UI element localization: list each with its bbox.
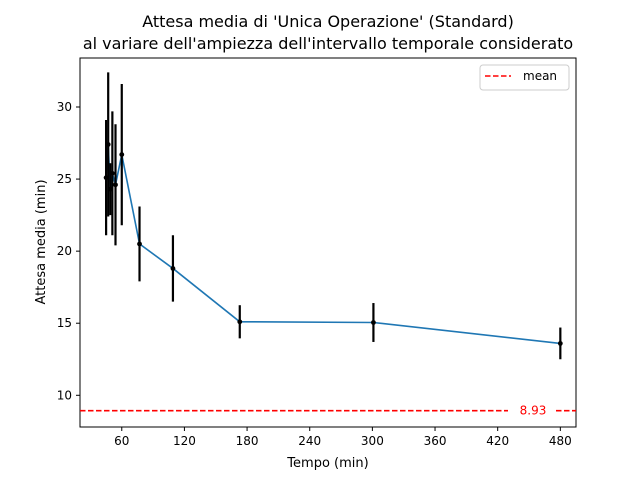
data-point (137, 241, 142, 247)
data-point (170, 266, 176, 271)
legend: mean (479, 64, 570, 91)
plot-area (79, 57, 577, 428)
y-axis: 10 15 20 25 30 (57, 100, 80, 402)
legend-mean-label: mean (523, 69, 557, 83)
y-tick-label: 20 (57, 244, 72, 258)
x-tick-label: 240 (298, 434, 321, 448)
x-tick-label: 60 (114, 434, 129, 448)
y-tick-label: 30 (57, 100, 72, 114)
x-tick-label: 180 (236, 434, 259, 448)
chart-title-line1: Attesa media di 'Unica Operazione' (Stan… (142, 12, 514, 31)
data-point (113, 182, 118, 188)
y-tick-label: 25 (57, 172, 72, 186)
y-axis-label: Attesa media (min) (34, 179, 49, 304)
data-point (109, 170, 115, 176)
mean-value-label: 8.93 (520, 404, 547, 418)
data-point (103, 175, 109, 181)
series-line (105, 144, 561, 345)
data-point (237, 319, 243, 325)
data-point (371, 320, 376, 325)
data-point (105, 142, 111, 147)
x-tick-label: 420 (486, 434, 509, 448)
data-point (557, 340, 563, 346)
x-tick-label: 300 (361, 434, 384, 448)
plot-marks: 8.93 (80, 72, 576, 418)
x-axis-label: Tempo (min) (286, 456, 368, 471)
x-axis: 60 120 180 240 300 360 420 480 (114, 427, 572, 448)
y-tick-label: 15 (57, 316, 72, 330)
legend-box (479, 64, 570, 91)
x-tick-label: 360 (424, 434, 447, 448)
chart-title-line2: al variare dell'ampiezza dell'intervallo… (83, 34, 573, 53)
x-tick-label: 120 (173, 434, 196, 448)
x-tick-label: 480 (549, 434, 572, 448)
data-point (107, 186, 113, 192)
y-tick-label: 10 (57, 388, 72, 402)
data-point (119, 152, 125, 157)
